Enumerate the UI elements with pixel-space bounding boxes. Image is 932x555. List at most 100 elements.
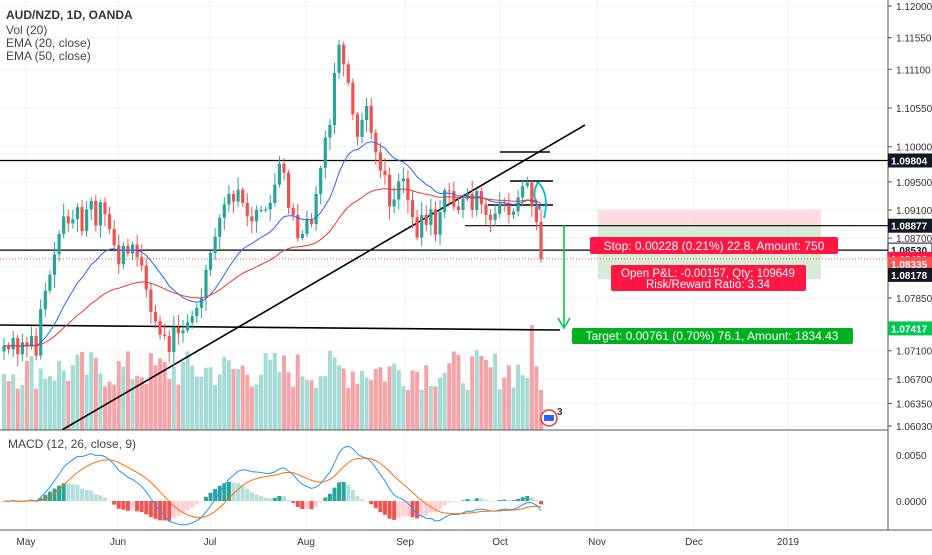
- macd-histogram-bar: [130, 501, 135, 511]
- candle-body: [121, 245, 125, 265]
- volume-bar: [259, 374, 264, 430]
- macd-histogram-bar: [378, 501, 383, 513]
- macd-histogram-bar: [488, 500, 493, 502]
- candle-body: [378, 152, 382, 171]
- price-label-text: 1.08530: [891, 246, 928, 257]
- volume-bar: [38, 368, 43, 430]
- candle-body: [415, 217, 419, 238]
- candle-body: [286, 172, 291, 208]
- volume-bar: [447, 363, 452, 430]
- macd-histogram-bar: [236, 483, 241, 501]
- macd-histogram-bar: [447, 501, 452, 503]
- candle-body: [158, 321, 162, 335]
- volume-bar: [162, 361, 167, 430]
- volume-bar: [194, 376, 199, 430]
- volume-bar: [171, 366, 176, 430]
- macd-histogram-bar: [415, 501, 420, 519]
- macd-histogram-bar: [148, 501, 153, 518]
- macd-histogram-bar: [502, 499, 507, 501]
- macd-histogram-bar: [80, 488, 85, 501]
- macd-title[interactable]: MACD (12, 26, close, 9): [8, 437, 136, 451]
- cyan-arrow-2: [533, 181, 541, 211]
- indicator-ema50[interactable]: EMA (50, close): [6, 49, 91, 63]
- candle-body: [11, 338, 15, 350]
- candle-body: [186, 322, 190, 331]
- candle-body: [516, 197, 520, 212]
- volume-bar: [34, 388, 39, 430]
- candle-body: [107, 214, 112, 230]
- volume-bar: [525, 378, 530, 430]
- candle-body: [429, 209, 433, 225]
- candle-body: [85, 209, 89, 232]
- volume-bar: [323, 376, 328, 430]
- volume-bar: [456, 355, 461, 430]
- volume-bars: [2, 325, 544, 430]
- volume-bar: [355, 383, 360, 430]
- candle-body: [397, 181, 401, 200]
- candle-body: [80, 207, 84, 232]
- macd-histogram-bar: [442, 501, 447, 506]
- target-label[interactable]: Target: 0.00761 (0.70%) 76.1, Amount: 18…: [572, 328, 853, 344]
- macd-histogram-bar: [112, 501, 117, 505]
- volume-bar: [309, 380, 314, 430]
- candle-body: [199, 297, 203, 308]
- macd-histogram-bar: [534, 499, 539, 501]
- indicator-vol[interactable]: Vol (20): [6, 23, 47, 37]
- y-tick-label: 1.12000: [896, 2, 932, 13]
- candle-body: [360, 119, 364, 137]
- candle-body: [25, 342, 29, 347]
- trendlines[interactable]: [0, 124, 888, 430]
- candle-body: [447, 190, 451, 192]
- macd-histogram-bar: [121, 501, 126, 510]
- macd-histogram-bar: [483, 499, 488, 501]
- y-tick-label: 1.06700: [896, 375, 932, 386]
- candle-body: [190, 316, 194, 323]
- macd-histogram-bar: [369, 501, 374, 505]
- volume-bar: [268, 359, 273, 430]
- volume-bar: [520, 375, 525, 430]
- candle-body: [502, 203, 506, 206]
- symbol-title: AUD/NZD, 1D, OANDA: [6, 8, 133, 22]
- macd-histogram-bar: [222, 483, 227, 501]
- volume-bar: [240, 365, 245, 430]
- volume-bar: [130, 378, 135, 430]
- volume-bar: [153, 365, 158, 430]
- price-label-box: [888, 218, 932, 233]
- macd-histogram-bar: [190, 501, 195, 508]
- macd-histogram-bar: [194, 501, 199, 505]
- pnl-label[interactable]: Open P&L: -0.00157, Qty: 109649 Risk/Rew…: [611, 265, 806, 291]
- candle-body: [300, 233, 304, 239]
- events-icon[interactable]: 3: [540, 407, 563, 427]
- macd-histogram-bar: [350, 490, 355, 501]
- candle-body: [52, 254, 57, 275]
- volume-bar: [493, 353, 498, 430]
- macd-histogram-bar: [300, 501, 305, 510]
- volume-bar: [29, 355, 34, 430]
- y-tick-label: 1.10550: [896, 104, 932, 115]
- macd-histogram-bar: [272, 497, 277, 501]
- macd-histogram-bar: [181, 501, 186, 514]
- macd-histogram-bar: [346, 484, 351, 501]
- volume-bar: [144, 383, 149, 430]
- volume-bar: [479, 356, 484, 430]
- candle-body: [204, 269, 208, 298]
- volume-bar: [93, 357, 98, 430]
- candle-body: [227, 193, 231, 205]
- macd-histogram-bar: [360, 499, 365, 501]
- candle-body: [443, 190, 447, 213]
- volume-bar: [497, 389, 502, 430]
- macd-histogram-bar: [43, 494, 48, 501]
- y-tick-label: 1.06030: [896, 422, 932, 433]
- indicator-ema20[interactable]: EMA (20, close): [6, 36, 91, 50]
- volume-bar: [291, 386, 296, 430]
- volume-bar: [277, 372, 282, 430]
- macd-histogram-bar: [98, 495, 103, 501]
- candle-body: [62, 216, 66, 234]
- volume-bar: [451, 351, 456, 430]
- candle-body: [153, 312, 158, 322]
- stop-label[interactable]: Stop: 0.00228 (0.21%) 22.8, Amount: 750: [590, 237, 838, 254]
- x-tick-label: 2019: [777, 537, 800, 548]
- macd-histogram-bar: [511, 500, 516, 501]
- volume-bar: [203, 367, 208, 430]
